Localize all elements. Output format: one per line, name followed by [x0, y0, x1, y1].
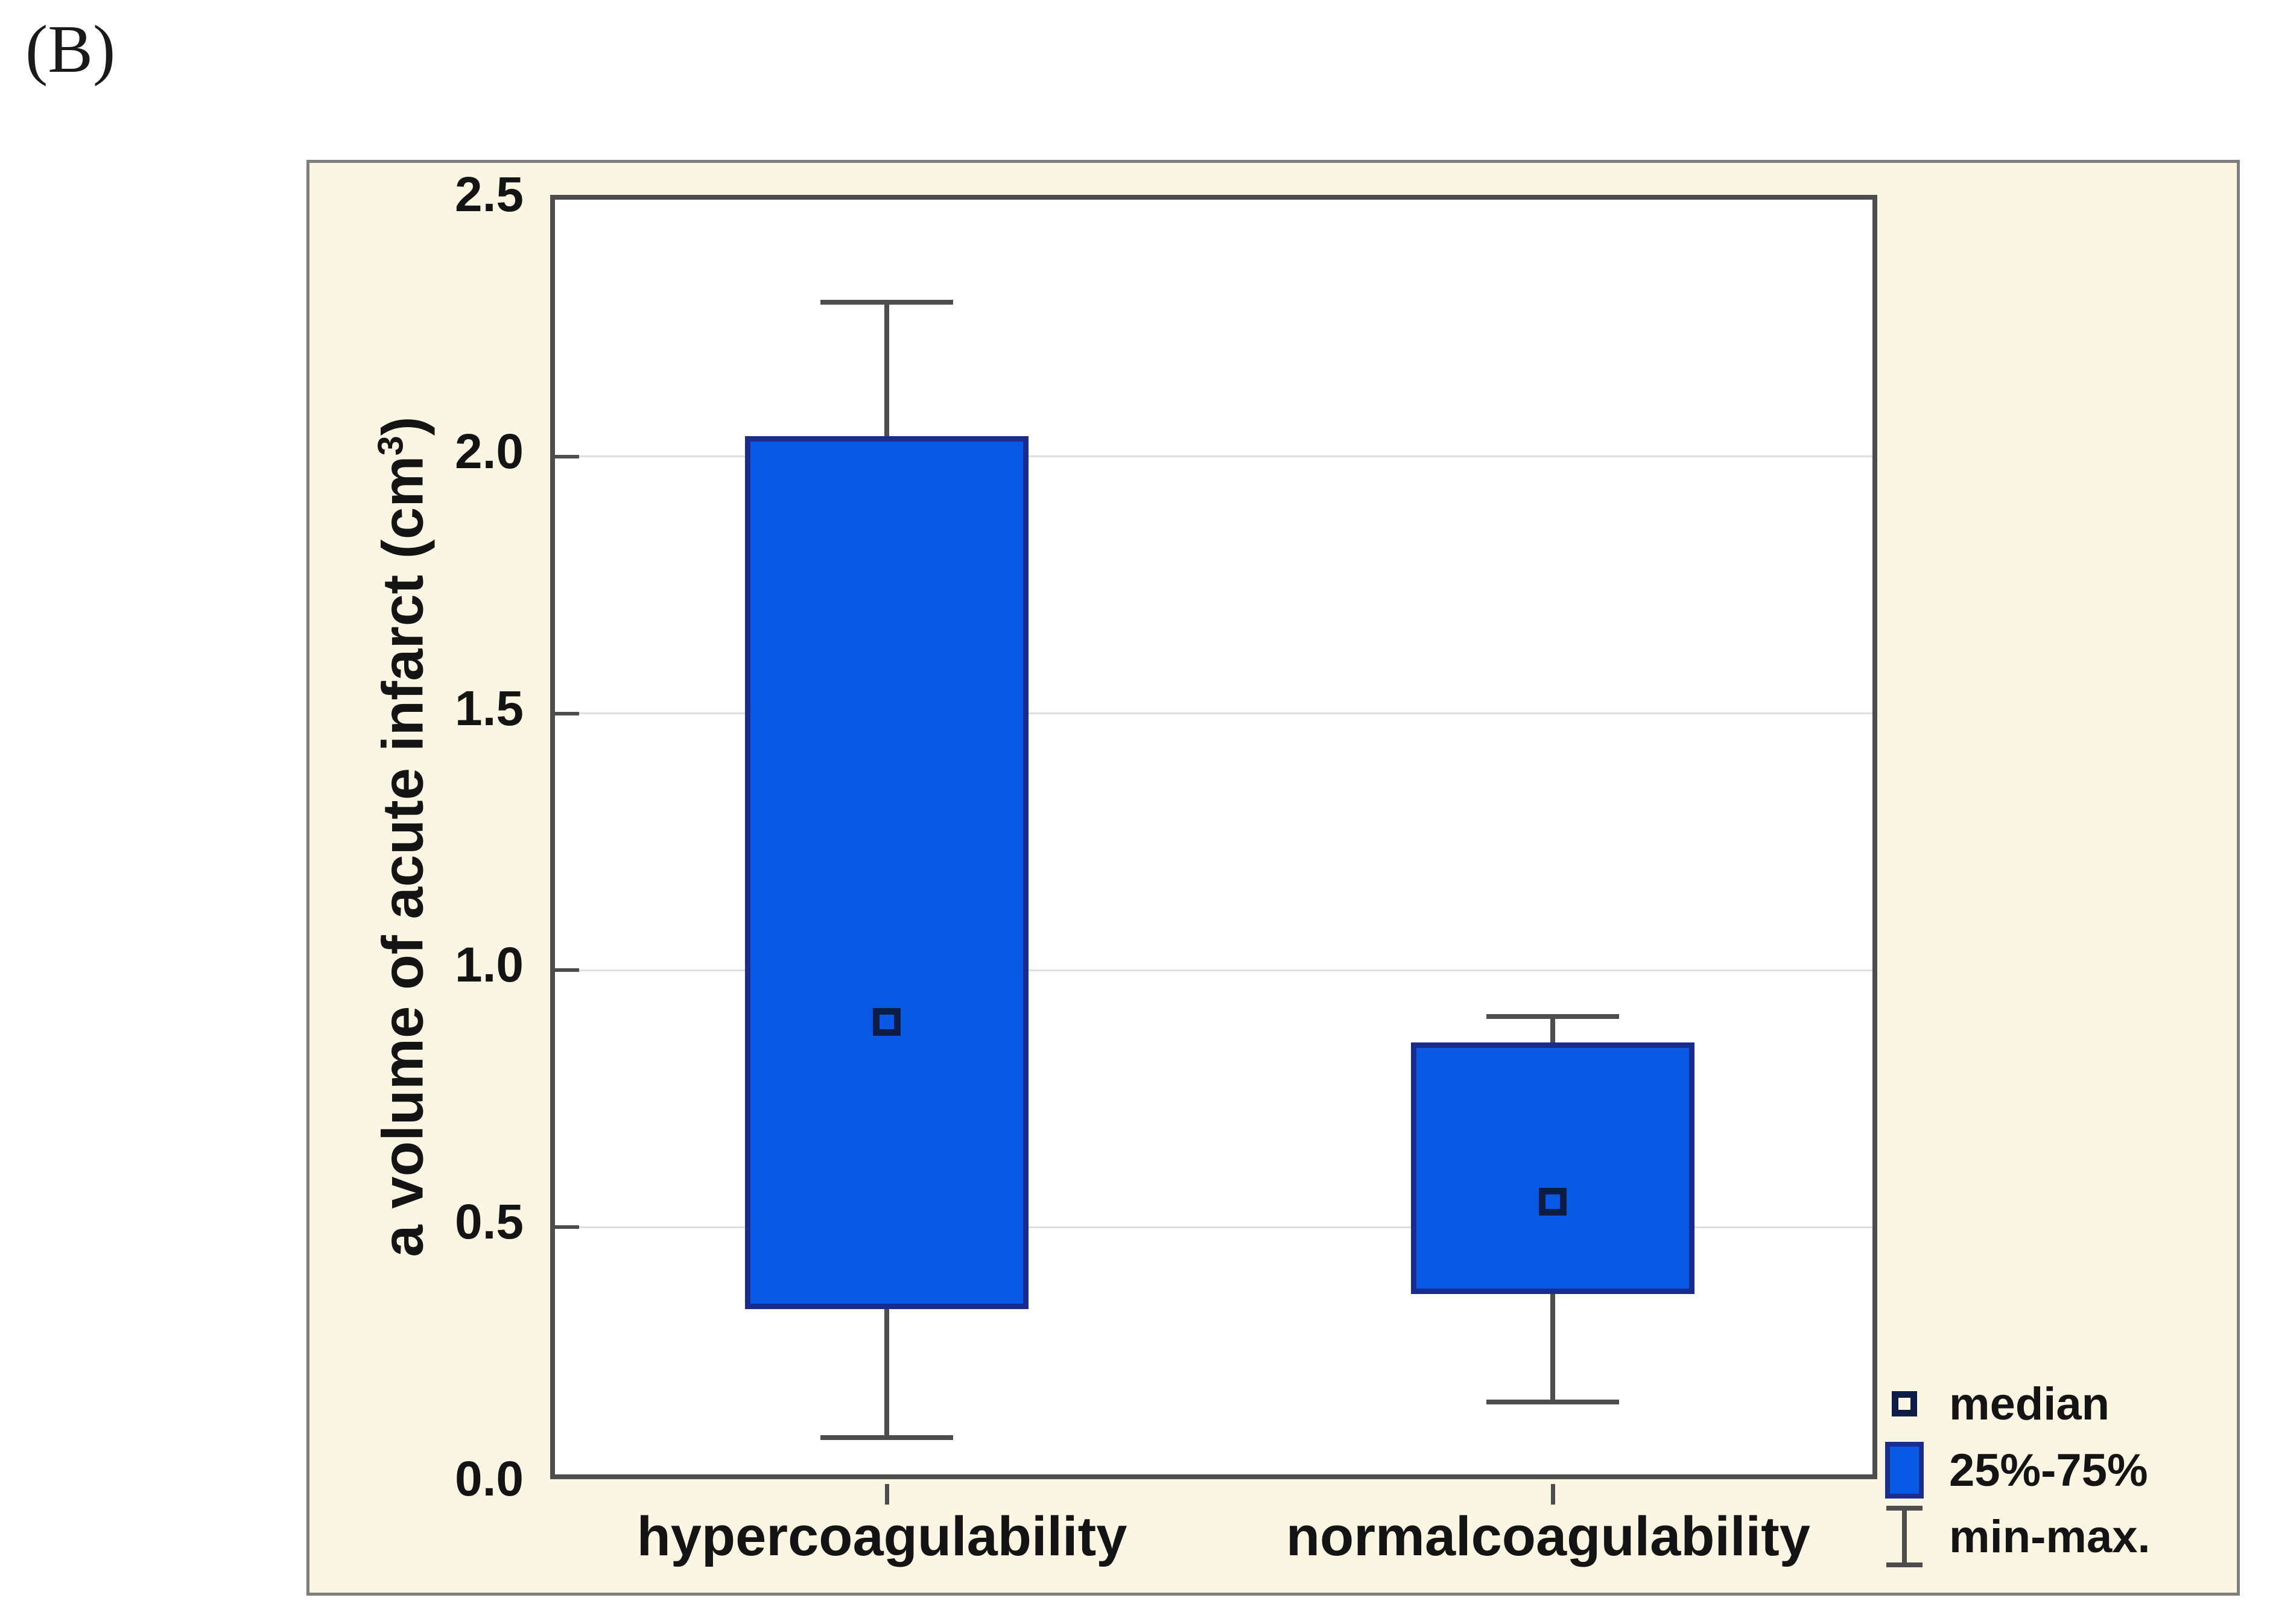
box-hypercoagulability: [745, 436, 1029, 1310]
whisker-cap-max: [820, 300, 953, 305]
median-marker-normalcoagulability: [1539, 1187, 1567, 1216]
minmax-whisker-icon: [1886, 1506, 1923, 1567]
legend-item-iqr: 25%-75%: [1877, 1437, 2273, 1503]
iqr-box-icon: [1885, 1442, 1924, 1499]
y-tick-label: 0.0: [455, 1451, 524, 1506]
y-tick-label: 2.0: [455, 423, 524, 479]
legend-item-minmax: min-max.: [1877, 1503, 2273, 1570]
x-category-label: hypercoagulability: [636, 1506, 1127, 1567]
x-category-label: normalcoagulability: [1285, 1506, 1810, 1567]
median-marker-hypercoagulability: [873, 1007, 901, 1036]
y-tick-label: 1.0: [455, 937, 524, 993]
gridline: [555, 1226, 1872, 1228]
whisker-line: [1550, 1017, 1556, 1042]
whisker-line: [1550, 1293, 1556, 1402]
legend-item-median: median: [1877, 1371, 2273, 1437]
y-axis-tick: [555, 711, 579, 715]
whisker-cap-max: [1486, 1014, 1620, 1020]
y-axis-title: a volume of acute infarct (cm3): [355, 195, 436, 1479]
y-tick-label: 0.5: [455, 1194, 524, 1250]
y-axis-tick: [555, 1225, 579, 1229]
y-axis-tick: [555, 968, 579, 972]
y-axis-tick: [555, 454, 579, 458]
legend-label-iqr: 25%-75%: [1949, 1444, 2148, 1496]
chart-panel: a volume of acute infarct (cm3) median 2…: [306, 160, 2240, 1596]
gridline: [555, 455, 1872, 458]
whisker-line: [884, 1309, 889, 1438]
figure-panel-label: (B): [25, 12, 116, 87]
gridline: [555, 712, 1872, 715]
whisker-line: [884, 302, 889, 436]
y-tick-label: 2.5: [455, 167, 524, 222]
x-axis-tick: [884, 1484, 889, 1505]
whisker-cap-min: [1486, 1399, 1620, 1404]
y-axis-title-text: a volume of acute infarct (cm: [370, 455, 436, 1257]
plot-area: [550, 195, 1877, 1505]
y-tick-label: 1.5: [455, 680, 524, 736]
whisker-cap-min: [820, 1435, 953, 1441]
gridline: [555, 969, 1872, 971]
legend-label-minmax: min-max.: [1949, 1511, 2151, 1562]
box-normalcoagulability: [1411, 1042, 1695, 1294]
x-axis-tick: [1550, 1484, 1555, 1505]
legend: median 25%-75% min-max.: [1877, 1371, 2273, 1570]
median-marker-icon: [1892, 1391, 1917, 1416]
legend-label-median: median: [1949, 1378, 2110, 1430]
